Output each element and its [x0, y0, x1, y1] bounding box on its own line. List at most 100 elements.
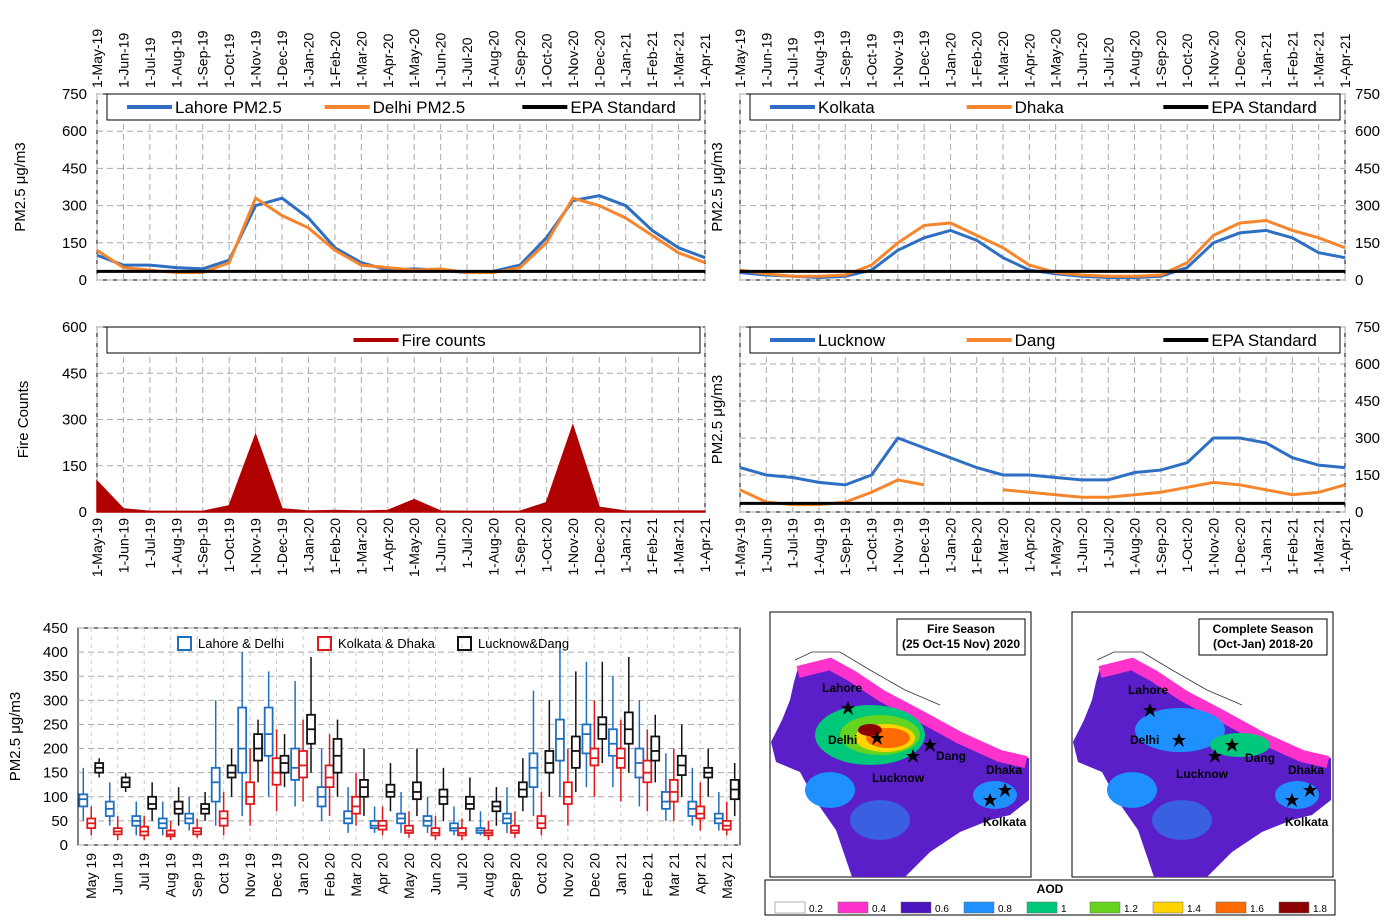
x-tick-label: 1-Apr-21 — [1337, 518, 1353, 573]
city-label: Kolkata — [983, 815, 1027, 829]
x-tick-label: 1-Dec-20 — [1232, 30, 1248, 88]
y-axis-label: PM2.5 μg/m3 — [709, 142, 726, 232]
x-tick-label: Nov 19 — [242, 853, 258, 898]
x-tick-label: 1-Aug-19 — [811, 30, 827, 88]
box — [167, 831, 175, 837]
box — [79, 794, 87, 806]
y-tick-label: 0 — [1355, 504, 1363, 521]
x-tick-label: 1-Nov-20 — [1205, 30, 1221, 88]
x-tick-label: 1-Dec-19 — [274, 30, 290, 88]
y-tick-label: 300 — [62, 412, 87, 429]
x-tick-label: 1-Mar-21 — [1311, 518, 1327, 575]
x-tick-label: 1-Dec-20 — [1232, 518, 1248, 576]
map-title: Fire Season — [927, 622, 995, 636]
y-axis-label: Fire Counts — [15, 381, 32, 459]
box — [326, 765, 334, 787]
box — [670, 780, 678, 802]
x-tick-label: 1-Jan-20 — [300, 518, 316, 573]
x-tick-label: Jun 20 — [427, 853, 443, 895]
box — [405, 826, 413, 833]
box — [545, 751, 553, 773]
x-tick-label: 1-Nov-20 — [1205, 518, 1221, 576]
legend-label: Lucknow — [818, 331, 886, 350]
x-tick-label: 1-Nov-19 — [890, 518, 906, 576]
colorbar-label: 0.8 — [998, 904, 1012, 915]
x-tick-label: 1-Aug-19 — [168, 30, 184, 88]
city-label: Dhaka — [986, 763, 1022, 777]
box — [175, 802, 183, 814]
x-tick-label: Jan 21 — [613, 853, 629, 895]
x-tick-label: 1-Aug-19 — [811, 518, 827, 576]
x-tick-label: 1-Oct-19 — [864, 33, 880, 88]
box — [590, 749, 598, 766]
box — [265, 708, 273, 756]
box — [281, 756, 289, 773]
x-tick-label: 1-Nov-19 — [248, 30, 264, 88]
x-tick-label: 1-Feb-21 — [644, 518, 660, 575]
city-label: Kolkata — [1285, 815, 1329, 829]
x-tick-label: 1-Mar-21 — [671, 518, 687, 575]
x-tick-label: Feb 20 — [322, 853, 338, 897]
legend-label: Dhaka — [1015, 98, 1065, 117]
x-tick-label: May 20 — [401, 853, 417, 899]
line — [740, 220, 1345, 276]
x-tick-label: 1-Oct-20 — [538, 518, 554, 573]
legend-label: Dang — [1015, 331, 1056, 350]
x-tick-label: 1-Feb-21 — [644, 31, 660, 88]
x-tick-label: 1-Nov-19 — [890, 30, 906, 88]
colorbar-label: 1.8 — [1313, 904, 1327, 915]
box — [625, 712, 633, 743]
x-tick-label: 1-Aug-20 — [486, 518, 502, 576]
colorbar-swatch — [775, 902, 805, 913]
box — [344, 811, 352, 823]
box — [651, 737, 659, 761]
box — [352, 797, 360, 814]
y-tick-label: 600 — [62, 123, 87, 140]
x-tick-label: 1-Feb-21 — [1284, 518, 1300, 575]
x-tick-label: 1-Nov-20 — [565, 30, 581, 88]
x-tick-label: 1-Feb-20 — [969, 31, 985, 88]
x-tick-label: 1-Jun-20 — [1074, 518, 1090, 573]
y-tick-label: 100 — [43, 789, 68, 806]
colorbar-swatch — [1153, 902, 1183, 913]
x-tick-label: Aug 19 — [163, 853, 179, 898]
map-title: (25 Oct-15 Nov) 2020 — [902, 637, 1020, 651]
y-tick-label: 300 — [62, 198, 87, 215]
y-axis-label: PM2.5 μg/m3 — [709, 375, 726, 465]
legend-label: Fire counts — [402, 331, 486, 350]
box — [254, 734, 262, 761]
y-tick-label: 350 — [43, 668, 68, 685]
x-tick-label: 1-Feb-21 — [1284, 31, 1300, 88]
y-tick-label: 450 — [62, 160, 87, 177]
x-tick-label: 1-Jun-19 — [758, 518, 774, 573]
colorbar-swatch — [838, 902, 868, 913]
city-label: Lucknow — [872, 771, 925, 785]
x-tick-label: 1-Sep-20 — [1153, 518, 1169, 576]
y-tick-label: 0 — [60, 837, 68, 854]
legend-swatch — [178, 637, 191, 650]
x-tick-label: 1-Jun-19 — [758, 33, 774, 88]
x-tick-label: 1-May-19 — [89, 29, 105, 88]
x-tick-label: 1-Aug-20 — [486, 30, 502, 88]
y-tick-label: 200 — [43, 741, 68, 758]
x-tick-label: 1-Apr-21 — [697, 518, 713, 573]
x-tick-label: 1-Dec-20 — [591, 518, 607, 576]
colorbar-label: 0.6 — [935, 904, 949, 915]
box — [537, 816, 545, 828]
y-tick-label: 150 — [43, 765, 68, 782]
box — [662, 792, 670, 809]
colorbar-swatch — [1216, 902, 1246, 913]
x-tick-label: 1-Apr-20 — [380, 518, 396, 573]
x-tick-label: 1-Aug-19 — [168, 518, 184, 576]
x-tick-label: 1-Jul-19 — [785, 518, 801, 569]
y-tick-label: 450 — [62, 365, 87, 382]
y-tick-label: 600 — [62, 319, 87, 336]
box — [148, 797, 156, 809]
y-tick-label: 750 — [62, 86, 87, 103]
colorbar-label: 1.2 — [1124, 904, 1138, 915]
x-tick-label: 1-Mar-21 — [671, 31, 687, 88]
legend-label: Lahore PM2.5 — [175, 98, 282, 117]
y-tick-label: 300 — [43, 692, 68, 709]
map-right: Complete Season (Oct-Jan) 2018-20 Lahore… — [1072, 612, 1333, 877]
colorbar-swatch — [1027, 902, 1057, 913]
